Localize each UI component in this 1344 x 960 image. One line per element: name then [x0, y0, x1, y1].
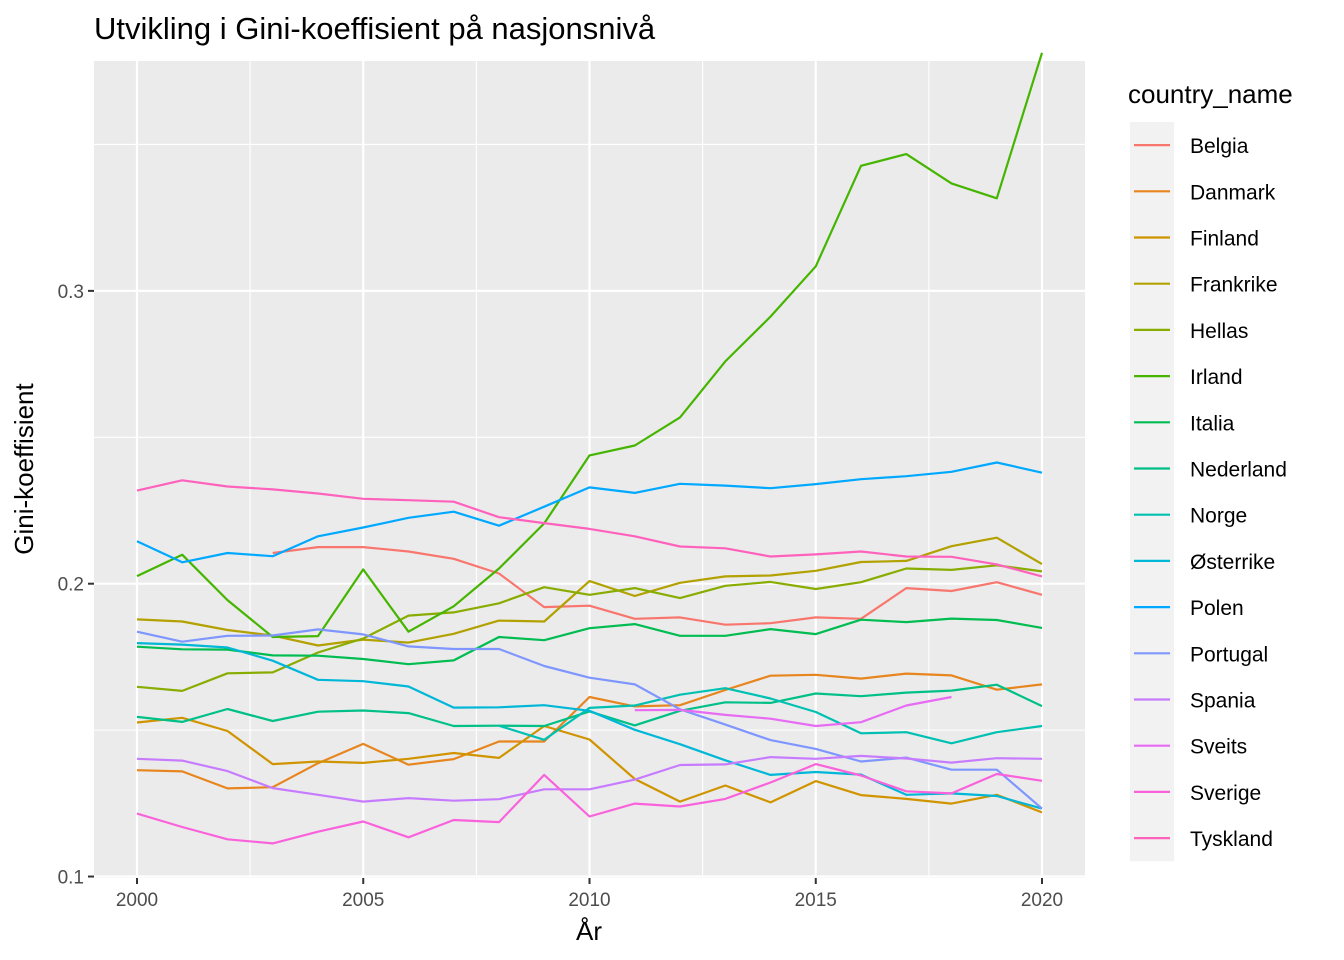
- x-axis-title: År: [576, 916, 602, 946]
- x-tick-label: 2005: [342, 890, 384, 911]
- legend-label: Polen: [1190, 597, 1244, 620]
- legend-label: Italia: [1190, 412, 1235, 435]
- y-tick-label: 0.2: [58, 575, 84, 596]
- x-tick-label: 2000: [116, 890, 158, 911]
- legend-title: country_name: [1128, 79, 1293, 109]
- series-line: [136, 461, 1043, 564]
- x-tick-label: 2020: [1021, 890, 1063, 911]
- series-line: [136, 672, 1043, 790]
- series-line: [136, 628, 1043, 810]
- legend-key-background: [1130, 122, 1174, 862]
- legend-label: Sverige: [1190, 782, 1261, 805]
- x-tick-label: 2010: [568, 890, 610, 911]
- legend-label: Belgia: [1190, 135, 1249, 158]
- series-line: [136, 536, 1043, 647]
- series-line: [136, 479, 1043, 578]
- axis-ticks: 2000 2005 2010 2015 2020 0.1 0.2 0.3: [58, 282, 1064, 911]
- major-gridlines: [94, 61, 1085, 878]
- series-line: [136, 763, 1043, 845]
- legend-label: Spania: [1190, 690, 1256, 713]
- x-tick-label: 2015: [795, 890, 837, 911]
- legend-label: Hellas: [1190, 320, 1248, 343]
- legend-label: Frankrike: [1190, 274, 1278, 297]
- series-line: [136, 52, 1044, 639]
- y-axis-title: Gini-koeffisient: [9, 382, 39, 554]
- y-tick-label: 0.1: [58, 868, 84, 889]
- y-tick-label: 0.3: [58, 282, 84, 303]
- series-line: [136, 642, 1043, 810]
- legend-label: Sveits: [1190, 736, 1247, 759]
- series-line: [634, 695, 952, 728]
- chart-title: Utvikling i Gini-koeffisient på nasjonsn…: [94, 11, 656, 46]
- series-line: [136, 564, 1043, 692]
- legend-label: Nederland: [1190, 459, 1287, 482]
- series-lines: [136, 52, 1044, 845]
- legend-label: Danmark: [1190, 181, 1276, 204]
- series-line: [272, 546, 1043, 626]
- legend-label: Portugal: [1190, 643, 1268, 666]
- series-line: [136, 617, 1043, 666]
- legend-label: Østerrike: [1190, 551, 1275, 574]
- legend: country_name Belgia Danmark Finland Frankri…: [1128, 79, 1293, 862]
- legend-label: Finland: [1190, 228, 1259, 251]
- series-line: [136, 754, 1043, 803]
- series-line: [136, 716, 1043, 814]
- legend-label: Norge: [1190, 505, 1247, 528]
- legend-label: Tyskland: [1190, 828, 1273, 851]
- legend-label: Irland: [1190, 366, 1243, 389]
- series-line: [498, 687, 1043, 745]
